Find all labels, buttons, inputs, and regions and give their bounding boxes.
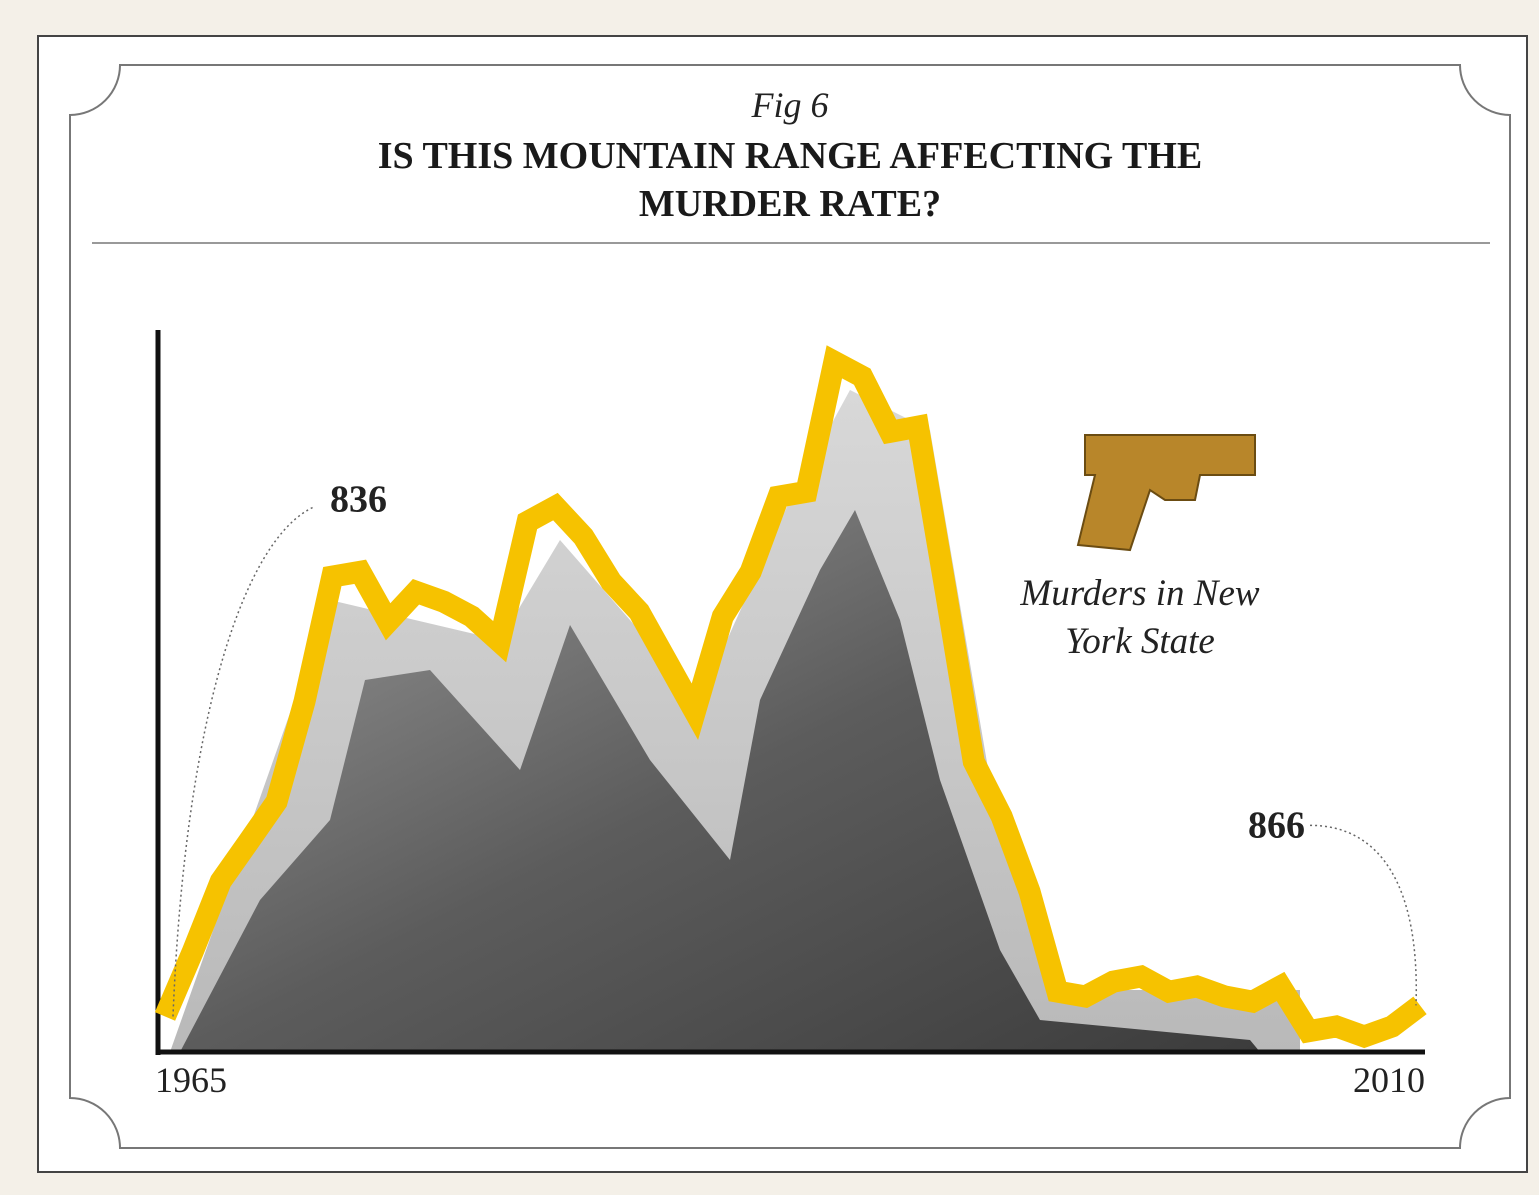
data-label: 836 [330, 478, 387, 520]
x-tick-label: 1965 [155, 1060, 227, 1100]
subtitle: Fig 6 [0, 84, 1539, 126]
legend-label: Murders in New York State [1000, 570, 1280, 666]
x-tick-label: 2010 [1353, 1060, 1425, 1100]
chart-title: IS THIS MOUNTAIN RANGE AFFECTING THE MUR… [370, 132, 1210, 228]
page: {"chart_data": {"type": "line", "subtitl… [0, 0, 1539, 1195]
data-label: 866 [1248, 804, 1305, 846]
